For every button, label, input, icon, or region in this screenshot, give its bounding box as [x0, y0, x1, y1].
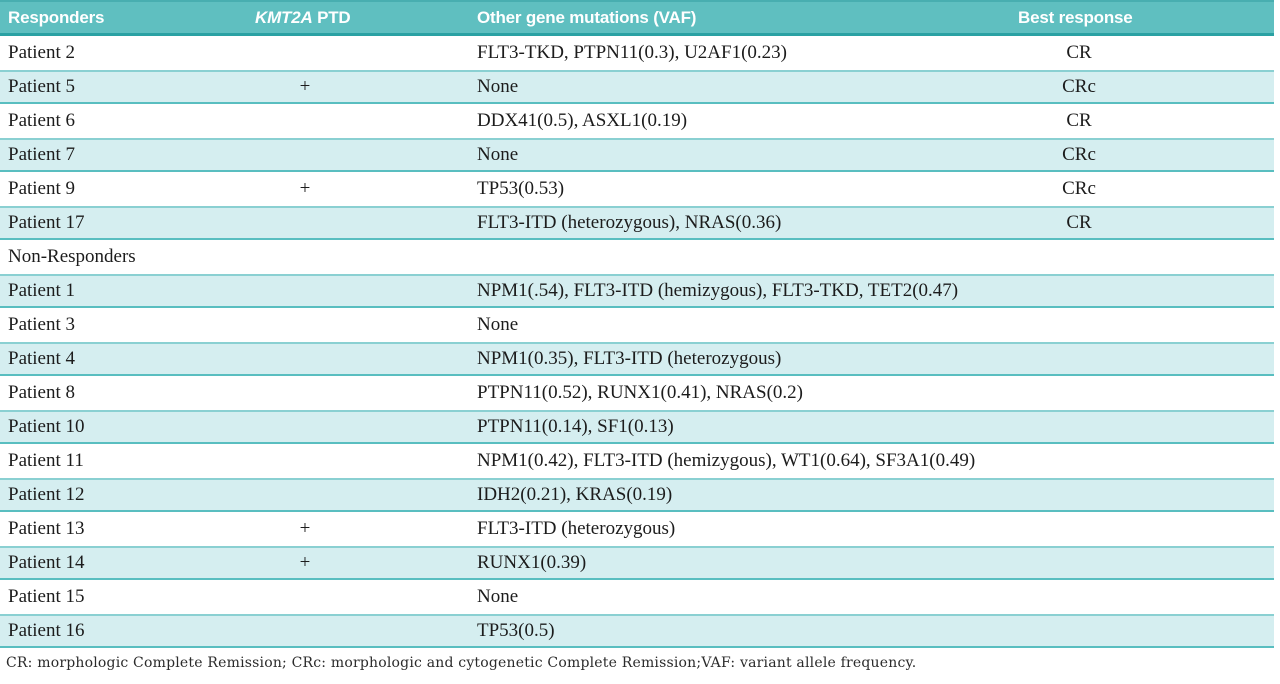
kmt2a-ptd-cell: +: [250, 76, 472, 98]
kmt2a-ptd-cell: [250, 586, 472, 608]
table-row: Patient 16 TP53(0.5): [0, 614, 1274, 648]
patient-label: Patient 9: [8, 178, 76, 199]
ptd-plus-mark: +: [299, 178, 311, 199]
patient-label: Patient 2: [8, 42, 76, 63]
mutations-cell: FLT3-ITD (heterozygous): [477, 518, 676, 539]
patient-label: Patient 5: [8, 76, 76, 97]
table-row: Patient 8 PTPN11(0.52), RUNX1(0.41), NRAS…: [0, 376, 1274, 410]
kmt2a-ptd-cell: [250, 42, 472, 64]
table-row: Patient 7 None CRc: [0, 138, 1274, 172]
section-row-non-responders: Non-Responders: [0, 240, 1274, 274]
patient-label: Patient 10: [8, 416, 85, 437]
best-response-cell: CRc: [1012, 144, 1274, 166]
mutations-cell: TP53(0.53): [477, 178, 565, 199]
kmt2a-ptd-cell: [250, 484, 472, 506]
best-response-value: CRc: [1062, 144, 1096, 165]
patient-label: Patient 6: [8, 110, 76, 131]
mutations-cell: TP53(0.5): [477, 620, 555, 641]
mutations-cell: NPM1(0.35), FLT3-ITD (heterozygous): [477, 348, 782, 369]
best-response-cell: CR: [1012, 42, 1274, 64]
ptd-label: PTD: [312, 7, 351, 27]
kmt2a-ptd-cell: [250, 348, 472, 370]
table-header-row: Responders KMT2A PTD Other gene mutation…: [0, 0, 1274, 36]
ptd-plus-mark: +: [299, 76, 311, 97]
mutations-cell: None: [477, 586, 519, 607]
patient-label: Patient 8: [8, 382, 76, 403]
kmt2a-ptd-cell: [250, 620, 472, 642]
kmt2a-ptd-cell: [250, 110, 472, 132]
patient-label: Patient 3: [8, 314, 76, 335]
patient-label: Patient 15: [8, 586, 85, 607]
mutations-cell: FLT3-TKD, PTPN11(0.3), U2AF1(0.23): [477, 42, 787, 63]
best-response-cell: CR: [1012, 212, 1274, 234]
table-row: Patient 2 FLT3-TKD, PTPN11(0.3), U2AF1(0.…: [0, 36, 1274, 70]
kmt2a-ptd-cell: +: [250, 552, 472, 574]
mutations-cell: DDX41(0.5), ASXL1(0.19): [477, 110, 688, 131]
best-response-cell: CRc: [1012, 178, 1274, 200]
best-response-value: CR: [1066, 212, 1092, 233]
mutations-cell: PTPN11(0.52), RUNX1(0.41), NRAS(0.2): [477, 382, 803, 403]
table-row: Patient 4 NPM1(0.35), FLT3-ITD (heterozyg…: [0, 342, 1274, 376]
patient-label: Patient 13: [8, 518, 85, 539]
best-response-cell: CRc: [1012, 76, 1274, 98]
mutations-cell: NPM1(0.42), FLT3-ITD (hemizygous), WT1(0…: [477, 450, 976, 471]
kmt2a-ptd-cell: [250, 144, 472, 166]
column-header-kmt2a-ptd: KMT2A PTD: [250, 8, 472, 28]
patient-label: Patient 16: [8, 620, 85, 641]
table-row: Patient 17 FLT3-ITD (heterozygous), NRAS(…: [0, 206, 1274, 240]
table-row: Patient 10 PTPN11(0.14), SF1(0.13): [0, 410, 1274, 444]
patient-label: Patient 11: [8, 450, 84, 471]
kmt2a-ptd-cell: +: [250, 178, 472, 200]
table-row: Patient 5 + None CRc: [0, 70, 1274, 104]
column-header-responders: Responders: [8, 7, 105, 27]
kmt2a-ptd-cell: [250, 314, 472, 336]
patient-label: Patient 12: [8, 484, 85, 505]
table-row: Patient 14 + RUNX1(0.39): [0, 546, 1274, 580]
mutations-cell: None: [477, 144, 519, 165]
patient-label: Non-Responders: [8, 246, 136, 267]
ptd-plus-mark: +: [299, 518, 311, 539]
mutations-cell: None: [477, 314, 519, 335]
table-row: Patient 3 None: [0, 308, 1274, 342]
kmt2a-ptd-cell: [250, 212, 472, 234]
column-header-best-response: Best response: [1018, 7, 1133, 27]
mutations-cell: RUNX1(0.39): [477, 552, 587, 573]
best-response-value: CRc: [1062, 178, 1096, 199]
table-footnote: CR: morphologic Complete Remission; CRc:…: [6, 655, 917, 671]
table-row: Patient 13 + FLT3-ITD (heterozygous): [0, 512, 1274, 546]
table-row: Patient 6 DDX41(0.5), ASXL1(0.19) CR: [0, 104, 1274, 138]
mutations-cell: PTPN11(0.14), SF1(0.13): [477, 416, 674, 437]
kmt2a-ptd-cell: +: [250, 518, 472, 540]
column-header-other-gene-mutations: Other gene mutations (VAF): [477, 7, 697, 27]
table-row: Patient 12 IDH2(0.21), KRAS(0.19): [0, 478, 1274, 512]
table-row: Patient 9 + TP53(0.53) CRc: [0, 172, 1274, 206]
table-row: Patient 1 NPM1(.54), FLT3-ITD (hemizygous…: [0, 274, 1274, 308]
mutations-cell: None: [477, 76, 519, 97]
patient-label: Patient 17: [8, 212, 85, 233]
patient-label: Patient 4: [8, 348, 76, 369]
kmt2a-ptd-cell: [250, 450, 472, 472]
best-response-value: CRc: [1062, 76, 1096, 97]
patient-label: Patient 14: [8, 552, 85, 573]
table-body: Patient 2 FLT3-TKD, PTPN11(0.3), U2AF1(0.…: [0, 36, 1274, 648]
patient-label: Patient 7: [8, 144, 76, 165]
kmt2a-ptd-cell: [250, 246, 472, 268]
kmt2a-ptd-cell: [250, 382, 472, 404]
mutations-cell: NPM1(.54), FLT3-ITD (hemizygous), FLT3-T…: [477, 280, 959, 301]
kmt2a-ptd-cell: [250, 280, 472, 302]
table-row: Patient 15 None: [0, 580, 1274, 614]
mutations-cell: FLT3-ITD (heterozygous), NRAS(0.36): [477, 212, 782, 233]
mutations-cell: IDH2(0.21), KRAS(0.19): [477, 484, 673, 505]
best-response-value: CR: [1066, 42, 1092, 63]
table-row: Patient 11 NPM1(0.42), FLT3-ITD (hemizygo…: [0, 444, 1274, 478]
patient-label: Patient 1: [8, 280, 76, 301]
best-response-cell: CR: [1012, 110, 1274, 132]
ptd-plus-mark: +: [299, 552, 311, 573]
kmt2a-ptd-cell: [250, 416, 472, 438]
kmt2a-gene-label: KMT2A: [255, 7, 313, 27]
best-response-value: CR: [1066, 110, 1092, 131]
